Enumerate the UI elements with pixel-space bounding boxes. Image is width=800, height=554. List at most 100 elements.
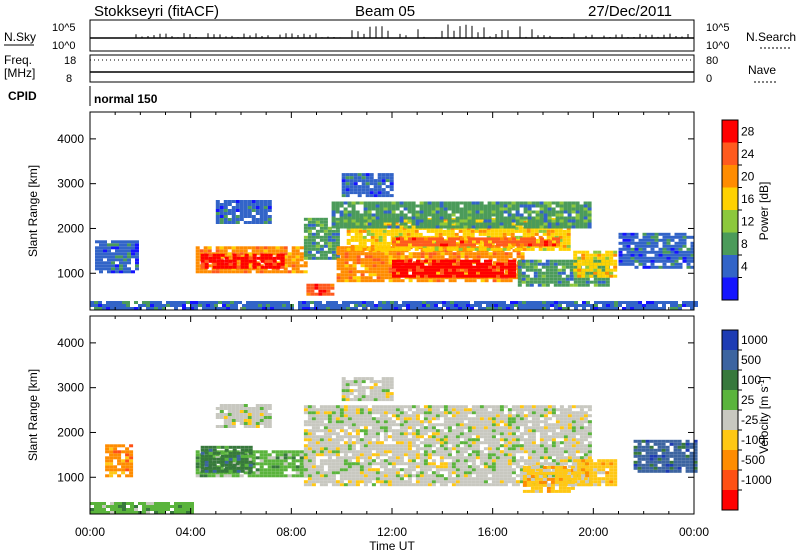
heatmap-cell — [426, 301, 430, 304]
heatmap-cell — [654, 307, 658, 310]
heatmap-cell — [378, 241, 383, 245]
heatmap-cell — [254, 307, 258, 310]
heatmap-cell — [406, 304, 410, 307]
heatmap-cell — [678, 307, 682, 310]
heatmap-cell — [686, 304, 690, 307]
heatmap-cell — [563, 216, 568, 220]
heatmap-cell — [690, 301, 694, 304]
heatmap-cell — [416, 268, 420, 272]
heatmap-cell — [521, 271, 526, 275]
heatmap-cell — [335, 480, 340, 484]
heatmap-cell — [431, 435, 436, 439]
heatmap-cell — [129, 462, 134, 466]
freq-tick-top: 18 — [64, 55, 76, 67]
heatmap-cell — [255, 221, 260, 224]
heatmap-cell — [534, 229, 539, 233]
heatmap-cell — [532, 243, 536, 247]
heatmap-cell — [427, 414, 432, 418]
heatmap-cell — [340, 273, 345, 277]
power-heatmap — [90, 173, 698, 310]
heatmap-cell — [646, 301, 650, 304]
heatmap-cell — [442, 301, 446, 304]
heatmap-cell — [474, 229, 479, 233]
heatmap-cell — [263, 453, 268, 457]
heatmap-cell — [374, 241, 379, 245]
heatmap-cell — [558, 301, 562, 304]
heatmap-cell — [428, 265, 432, 269]
heatmap-cell — [311, 450, 316, 454]
heatmap-cell — [387, 216, 392, 220]
heatmap-cell — [390, 229, 395, 233]
heatmap-cell — [107, 267, 111, 271]
heatmap-cell — [361, 173, 366, 177]
heatmap-cell — [251, 462, 256, 466]
heatmap-cell — [558, 229, 563, 233]
heatmap-cell — [408, 265, 412, 269]
heatmap-cell — [504, 262, 508, 266]
heatmap-cell — [431, 408, 436, 412]
heatmap-cell — [119, 252, 123, 256]
heatmap-cell — [227, 218, 232, 221]
heatmap-cell — [384, 270, 389, 274]
heatmap-cell — [340, 276, 345, 280]
heatmap-cell — [634, 304, 638, 307]
heatmap-cell — [339, 213, 344, 217]
heatmap-cell — [523, 204, 528, 208]
heatmap-cell — [224, 454, 229, 458]
heatmap-cell — [379, 441, 384, 445]
heatmap-cell — [539, 213, 544, 217]
heatmap-cell — [103, 243, 107, 247]
heatmap-cell — [482, 247, 487, 251]
heatmap-cell — [212, 451, 217, 455]
heatmap-cell — [131, 270, 135, 274]
heatmap-cell — [307, 414, 312, 418]
heatmap-cell — [215, 212, 220, 215]
heatmap-cell — [626, 307, 630, 310]
heatmap-cell — [315, 247, 320, 251]
heatmap-cell — [546, 235, 551, 239]
heatmap-cell — [307, 217, 312, 221]
heatmap-cell — [571, 216, 576, 220]
heatmap-cell — [263, 218, 268, 221]
heatmap-cell — [500, 265, 504, 269]
heatmap-cell — [435, 417, 440, 421]
heatmap-cell — [351, 447, 356, 451]
heatmap-cell — [382, 241, 387, 245]
heatmap-cell — [311, 423, 316, 427]
heatmap-cell — [231, 215, 236, 218]
heatmap-cell — [267, 221, 272, 224]
heatmap-cell — [508, 240, 512, 244]
freq-panel — [89, 54, 695, 83]
heatmap-cell — [391, 483, 396, 487]
heatmap-cell — [166, 304, 170, 307]
heatmap-cell — [566, 238, 571, 242]
heatmap-cell — [200, 466, 205, 470]
heatmap-cell — [339, 468, 344, 472]
heatmap-cell — [352, 261, 357, 265]
heatmap-cell — [119, 249, 123, 253]
heatmap-cell — [224, 256, 229, 260]
heatmap-cell — [484, 268, 488, 272]
heatmap-cell — [339, 456, 344, 460]
heatmap-cell — [371, 213, 376, 217]
heatmap-cell — [518, 226, 523, 230]
heatmap-cell — [438, 247, 443, 251]
heatmap-cell — [566, 235, 571, 239]
heatmap-cell — [234, 307, 238, 310]
heatmap-cell — [247, 209, 252, 212]
heatmap-cell — [307, 405, 312, 409]
heatmap-cell — [411, 468, 416, 472]
heatmap-cell — [340, 270, 345, 274]
heatmap-cell — [552, 237, 556, 241]
heatmap-cell — [121, 459, 126, 463]
heatmap-cell — [435, 435, 440, 439]
heatmap-cell — [670, 301, 674, 304]
heatmap-cell — [431, 204, 436, 208]
heatmap-cell — [601, 256, 606, 260]
heatmap-cell — [422, 247, 427, 251]
heatmap-cell — [557, 259, 562, 263]
heatmap-cell — [376, 273, 381, 277]
heatmap-cell — [363, 471, 368, 475]
heatmap-cell — [567, 201, 572, 205]
heatmap-cell — [428, 268, 432, 272]
